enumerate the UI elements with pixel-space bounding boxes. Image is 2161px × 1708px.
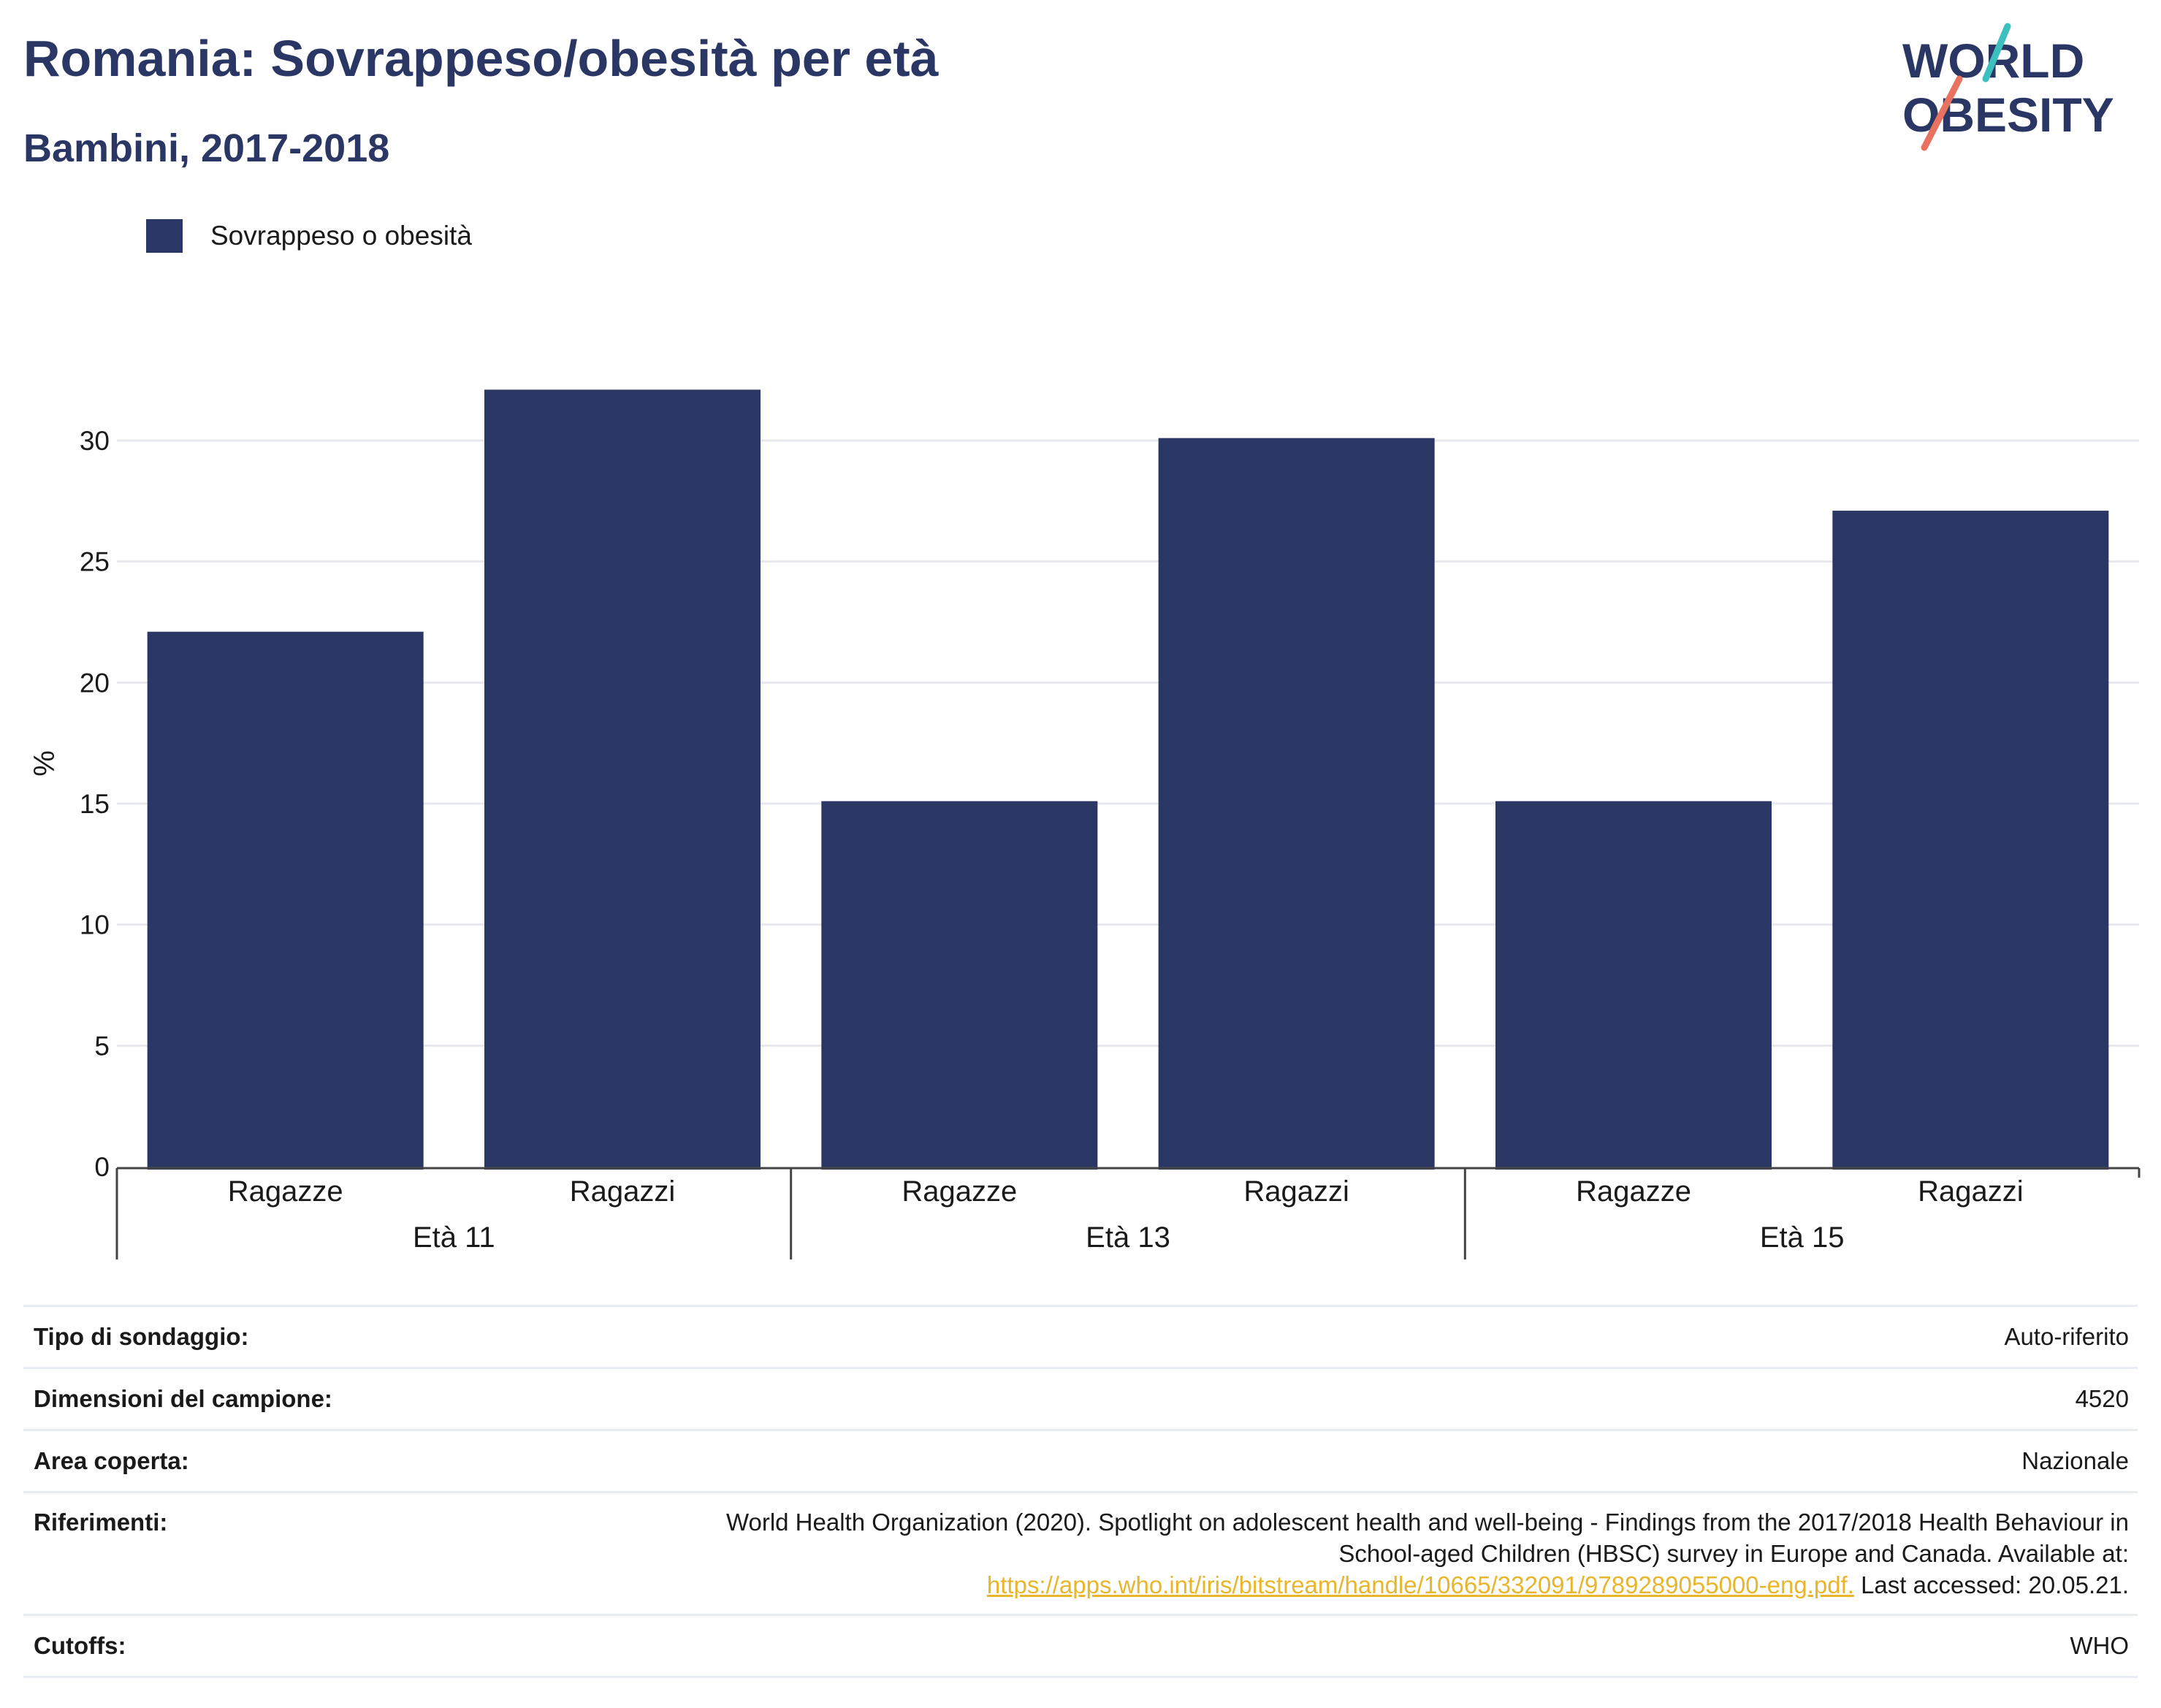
info-label: Dimensioni del campione: xyxy=(23,1367,545,1430)
info-row-area: Area coperta: Nazionale xyxy=(23,1429,2138,1492)
x-group-label: Età 11 xyxy=(413,1221,495,1254)
x-group-label: Età 13 xyxy=(1086,1221,1170,1254)
y-tick-label: 10 xyxy=(80,910,110,940)
reference-line3: https://apps.who.int/iris/bitstream/hand… xyxy=(545,1569,2129,1601)
legend: Sovrappeso o obesità xyxy=(146,219,472,253)
x-group-label: Età 15 xyxy=(1760,1221,1845,1254)
y-tick-label: 0 xyxy=(94,1152,110,1182)
info-table: Tipo di sondaggio: Auto-riferito Dimensi… xyxy=(23,1305,2138,1678)
y-tick-label: 20 xyxy=(80,668,110,698)
y-axis-label: % xyxy=(28,750,61,777)
bar xyxy=(1495,801,1772,1170)
logo-slash-teal-icon xyxy=(1982,23,2011,83)
info-row-cutoffs: Cutoffs: WHO xyxy=(23,1614,2138,1678)
world-obesity-logo: WORLD OBESITY xyxy=(1902,23,2114,151)
info-label: Area coperta: xyxy=(23,1429,545,1492)
y-tick-label: 5 xyxy=(94,1031,110,1061)
legend-label: Sovrappeso o obesità xyxy=(210,221,472,251)
chart-title: Romania: Sovrappeso/obesità per età xyxy=(23,30,939,87)
info-value: WHO xyxy=(545,1614,2138,1678)
chart-subtitle: Bambini, 2017-2018 xyxy=(23,126,390,170)
x-category-label: Ragazzi xyxy=(1918,1175,2024,1208)
info-value: World Health Organization (2020). Spotli… xyxy=(545,1491,2138,1615)
bar xyxy=(147,631,424,1170)
info-row-sample-size: Dimensioni del campione: 4520 xyxy=(23,1367,2138,1430)
bar xyxy=(821,801,1098,1170)
bar xyxy=(484,389,761,1170)
info-value: Nazionale xyxy=(545,1429,2138,1492)
info-label: Riferimenti: xyxy=(23,1491,545,1615)
x-category-label: Ragazze xyxy=(902,1175,1017,1208)
reference-link[interactable]: https://apps.who.int/iris/bitstream/hand… xyxy=(986,1571,1854,1598)
x-category-label: Ragazzi xyxy=(570,1175,676,1208)
legend-swatch xyxy=(146,219,183,253)
bar xyxy=(1158,438,1435,1170)
info-label: Tipo di sondaggio: xyxy=(23,1305,545,1368)
info-row-survey-type: Tipo di sondaggio: Auto-riferito xyxy=(23,1305,2138,1368)
x-category-label: Ragazze xyxy=(1576,1175,1691,1208)
x-category-label: Ragazze xyxy=(228,1175,343,1208)
reference-line2: School-aged Children (HBSC) survey in Eu… xyxy=(1338,1540,2129,1567)
y-tick-label: 15 xyxy=(80,789,110,819)
y-tick-label: 25 xyxy=(80,547,110,577)
bar-chart: 0 5 10 15 20 25 30% Ragazze Ragazzi Età 11 Ragazze… xyxy=(28,389,2141,1259)
reference-accessed: Last accessed: 20.05.21. xyxy=(1853,1571,2129,1598)
info-value: 4520 xyxy=(545,1367,2138,1430)
x-category-label: Ragazzi xyxy=(1243,1175,1349,1208)
info-value: Auto-riferito xyxy=(545,1305,2138,1368)
info-label: Cutoffs: xyxy=(23,1614,545,1678)
bar xyxy=(1832,511,2109,1170)
y-tick-label: 30 xyxy=(80,426,110,456)
info-row-references: Riferimenti: World Health Organization (… xyxy=(23,1491,2138,1615)
reference-line1: World Health Organization (2020). Spotli… xyxy=(725,1509,2129,1536)
logo-slash-coral-icon xyxy=(1921,75,1963,151)
